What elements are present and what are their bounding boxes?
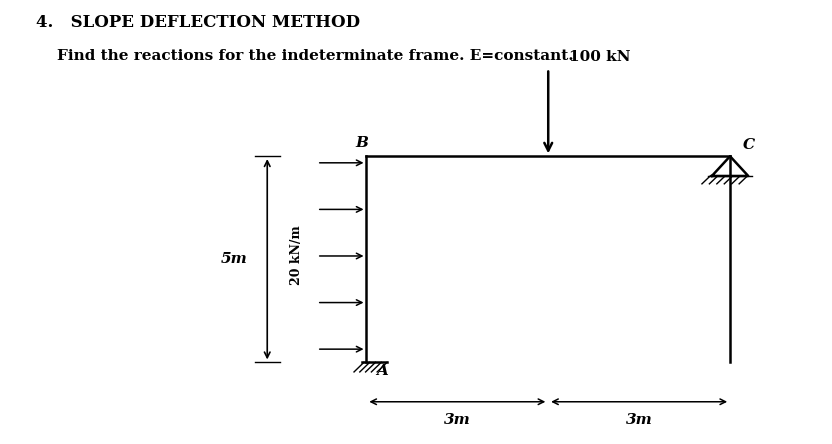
Text: 20 kN/m: 20 kN/m <box>290 225 303 285</box>
Text: C: C <box>742 138 755 152</box>
Text: 100 kN: 100 kN <box>569 50 631 64</box>
Text: 3m: 3m <box>444 413 471 427</box>
Text: B: B <box>356 136 369 150</box>
Text: 3m: 3m <box>626 413 652 427</box>
Text: 4.   SLOPE DEFLECTION METHOD: 4. SLOPE DEFLECTION METHOD <box>36 14 360 31</box>
Text: 5m: 5m <box>220 252 248 266</box>
Text: Find the reactions for the indeterminate frame. E=constant.: Find the reactions for the indeterminate… <box>36 49 573 63</box>
Text: A: A <box>376 365 389 378</box>
